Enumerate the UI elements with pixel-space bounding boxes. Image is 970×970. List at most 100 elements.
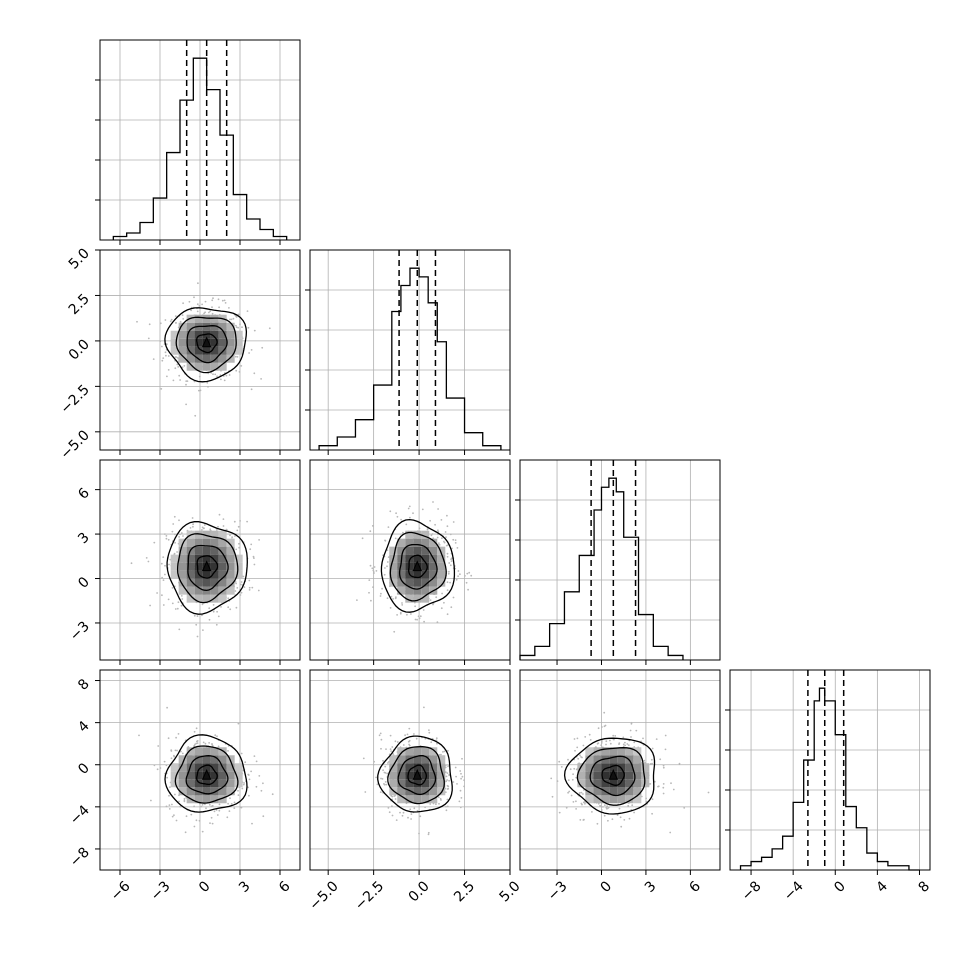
density-cell	[601, 779, 610, 788]
density-cell	[202, 755, 211, 764]
scatter-point	[387, 556, 390, 558]
scatter-point	[413, 733, 415, 735]
scatter-point	[385, 748, 387, 750]
scatter-point	[150, 799, 152, 802]
density-cell	[186, 570, 195, 579]
density-cell	[421, 771, 430, 780]
scatter-point	[153, 541, 156, 544]
scatter-point	[243, 586, 246, 588]
scatter-point	[238, 371, 241, 373]
scatter-point	[391, 746, 394, 748]
density-cell	[413, 747, 422, 756]
density-cell	[202, 362, 211, 371]
density-cell	[397, 562, 406, 571]
scatter-point	[447, 749, 449, 752]
scatter-point	[220, 606, 222, 608]
scatter-point	[166, 706, 169, 709]
density-cell	[186, 346, 195, 355]
density-cell	[170, 346, 179, 355]
scatter-point	[176, 749, 178, 752]
scatter-point	[380, 777, 382, 780]
scatter-point	[253, 563, 256, 566]
scatter-point	[633, 811, 635, 814]
density-cell	[429, 755, 438, 764]
scatter-point	[164, 573, 166, 576]
scatter-point	[247, 773, 250, 776]
scatter-point	[441, 537, 443, 540]
scatter-point	[445, 780, 448, 783]
density-cell	[234, 330, 243, 339]
scatter-point	[421, 508, 424, 511]
scatter-point	[180, 595, 183, 597]
scatter-point	[177, 601, 180, 604]
scatter-point	[600, 742, 603, 744]
density-cell	[609, 763, 618, 772]
scatter-point	[381, 778, 384, 780]
scatter-point	[159, 322, 162, 325]
contour-line	[164, 307, 248, 383]
density-cell	[186, 771, 195, 780]
scatter-point	[248, 589, 251, 591]
density-cell	[170, 763, 179, 772]
scatter-point	[242, 783, 245, 786]
scatter-point	[176, 363, 179, 366]
scatter-point	[168, 804, 171, 806]
density-cell	[186, 594, 195, 603]
density-cell	[585, 763, 594, 772]
scatter-point	[570, 794, 573, 797]
contour-line	[589, 755, 636, 797]
scatter-point	[560, 766, 563, 768]
scatter-point	[356, 599, 358, 601]
density-cell	[585, 779, 594, 788]
scatter-point	[218, 803, 221, 806]
scatter-point	[178, 519, 180, 522]
y-tick-label-3: −8	[67, 844, 93, 870]
scatter-point	[206, 381, 209, 384]
density-cell	[413, 755, 422, 764]
scatter-point	[583, 801, 586, 803]
density-cell	[210, 362, 219, 371]
scatter-point	[408, 743, 410, 746]
scatter-point	[446, 613, 449, 616]
scatter-point	[388, 811, 391, 814]
scatter-point	[250, 388, 253, 391]
density-cell	[194, 562, 203, 571]
scatter-point	[173, 552, 176, 555]
scatter-point	[574, 749, 576, 752]
scatter-point	[389, 607, 392, 609]
scatter-point	[611, 818, 614, 821]
scatter-point	[601, 726, 603, 728]
density-cell	[397, 779, 406, 788]
scatter-point	[174, 315, 177, 317]
scatter-point	[182, 318, 185, 320]
scatter-point	[255, 760, 258, 763]
density-cell	[194, 763, 203, 772]
density-cell	[226, 763, 235, 772]
density-cell	[226, 354, 235, 363]
scatter-point	[205, 807, 207, 810]
scatter-point	[383, 573, 386, 576]
scatter-point	[467, 588, 469, 591]
density-cell	[178, 570, 187, 579]
scatter-point	[162, 357, 165, 359]
scatter-point	[558, 760, 561, 763]
density-cell	[170, 570, 179, 579]
scatter-point	[201, 803, 204, 806]
scatter-point	[247, 326, 250, 329]
y-tick-label-2: 3	[75, 530, 93, 548]
scatter-point	[429, 519, 431, 522]
scatter-point	[372, 571, 375, 573]
scatter-point	[234, 355, 237, 358]
density-cell	[421, 747, 430, 756]
scatter-point	[461, 757, 463, 760]
scatter-point	[241, 787, 244, 790]
density-cell	[218, 787, 227, 796]
scatter-point	[164, 351, 167, 354]
scatter-point	[174, 793, 176, 796]
y-tick-label-1: 2.5	[66, 291, 93, 318]
scatter-point	[407, 507, 410, 510]
density-cell	[178, 787, 187, 796]
scatter-point	[408, 727, 411, 730]
scatter-point	[251, 822, 253, 825]
scatter-point	[550, 777, 553, 780]
